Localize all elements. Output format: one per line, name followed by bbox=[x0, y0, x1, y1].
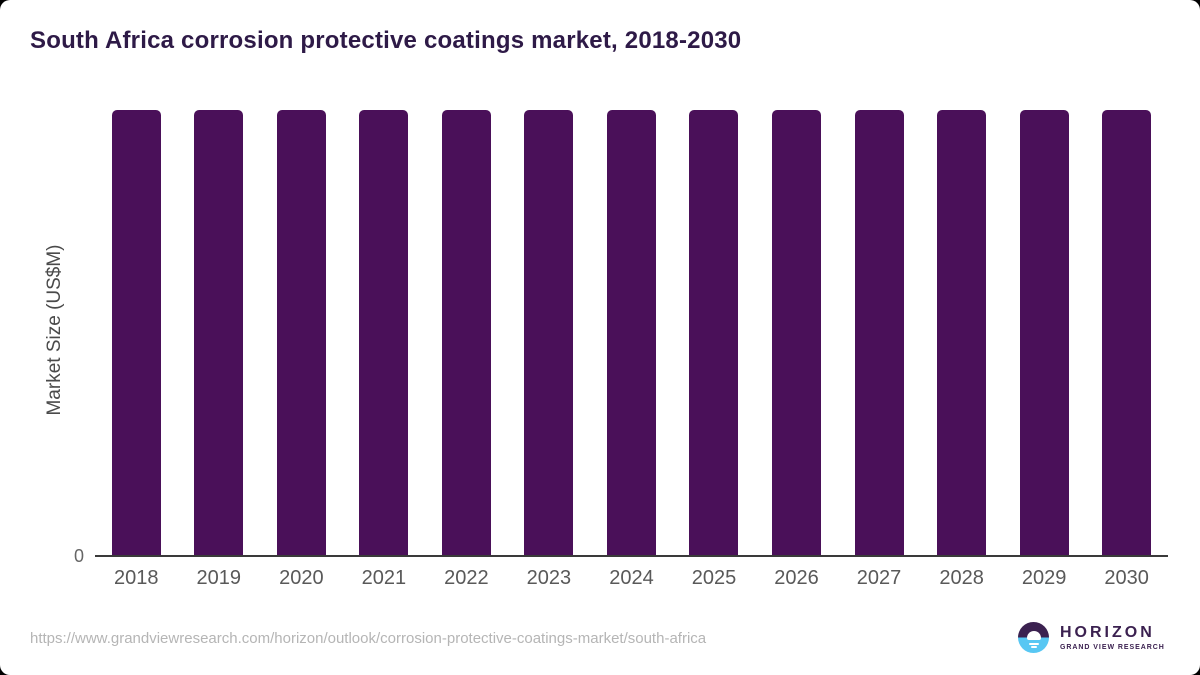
bar-column-2027 bbox=[838, 110, 921, 555]
x-tick-label-2019: 2019 bbox=[196, 567, 242, 589]
x-tick-label-2025: 2025 bbox=[691, 567, 737, 589]
bar-2029 bbox=[1019, 110, 1069, 555]
x-tick-label-2028: 2028 bbox=[939, 567, 984, 589]
x-tick-label-2021: 2021 bbox=[361, 567, 407, 589]
bar-2028 bbox=[937, 110, 987, 555]
x-tick-label-2029: 2029 bbox=[1021, 567, 1067, 589]
chart-title: South Africa corrosion protective coatin… bbox=[30, 27, 742, 54]
bar-2025 bbox=[689, 110, 739, 555]
x-tick-label-2026: 2026 bbox=[774, 567, 819, 589]
bar-2022 bbox=[441, 110, 491, 555]
horizon-logo-icon bbox=[1018, 622, 1049, 653]
bar-column-2021 bbox=[343, 110, 426, 555]
bar-2019 bbox=[194, 110, 244, 555]
bar-column-2029 bbox=[1003, 110, 1086, 555]
bar-2021 bbox=[359, 110, 409, 555]
bar-column-2019 bbox=[178, 110, 261, 555]
bar-column-2023 bbox=[508, 110, 591, 555]
x-tick-label-2024: 2024 bbox=[609, 567, 654, 589]
sunset-dome-shape bbox=[1026, 631, 1041, 640]
x-tick-label-2030: 2030 bbox=[1104, 567, 1149, 589]
bar-column-2028 bbox=[920, 110, 1003, 555]
x-axis-labels: 2018 2019 2020 2021 2022 2023 2024 2025 2026 2027… bbox=[95, 567, 1168, 590]
bar-column-2025 bbox=[673, 110, 756, 555]
bar-2030 bbox=[1102, 110, 1152, 555]
y-axis-title: Market Size (US$M) bbox=[44, 244, 65, 416]
bars-container bbox=[95, 110, 1168, 555]
bar-column-2018 bbox=[95, 110, 178, 555]
x-tick-label-2020: 2020 bbox=[279, 567, 324, 589]
bar-column-2022 bbox=[425, 110, 508, 555]
y-axis-tick-zero: 0 bbox=[73, 546, 84, 566]
x-tick-label-2027: 2027 bbox=[856, 567, 902, 589]
x-tick-label-2023: 2023 bbox=[526, 567, 572, 589]
source-url: https://www.grandviewresearch.com/horizo… bbox=[30, 630, 707, 647]
bar-column-2024 bbox=[590, 110, 673, 555]
bar-2027 bbox=[854, 110, 904, 555]
bar-column-2026 bbox=[755, 110, 838, 555]
horizon-line-1 bbox=[1028, 642, 1039, 645]
logo-wordmark: HORIZON bbox=[1060, 623, 1155, 641]
logo-text-block: HORIZON GRAND VIEW RESEARCH bbox=[1060, 623, 1165, 651]
x-tick-label-2022: 2022 bbox=[444, 567, 489, 589]
bar-2026 bbox=[772, 110, 822, 555]
bar-2020 bbox=[276, 110, 326, 555]
horizon-line-2 bbox=[1030, 646, 1037, 648]
horizon-logo: HORIZON GRAND VIEW RESEARCH bbox=[1018, 622, 1165, 653]
bar-2024 bbox=[606, 110, 656, 555]
bar-column-2030 bbox=[1085, 110, 1168, 555]
plot-area bbox=[95, 110, 1168, 557]
bar-2018 bbox=[111, 110, 161, 555]
bar-column-2020 bbox=[260, 110, 343, 555]
logo-subtitle: GRAND VIEW RESEARCH bbox=[1060, 643, 1165, 651]
bar-2023 bbox=[524, 110, 574, 555]
x-tick-label-2018: 2018 bbox=[114, 567, 159, 589]
